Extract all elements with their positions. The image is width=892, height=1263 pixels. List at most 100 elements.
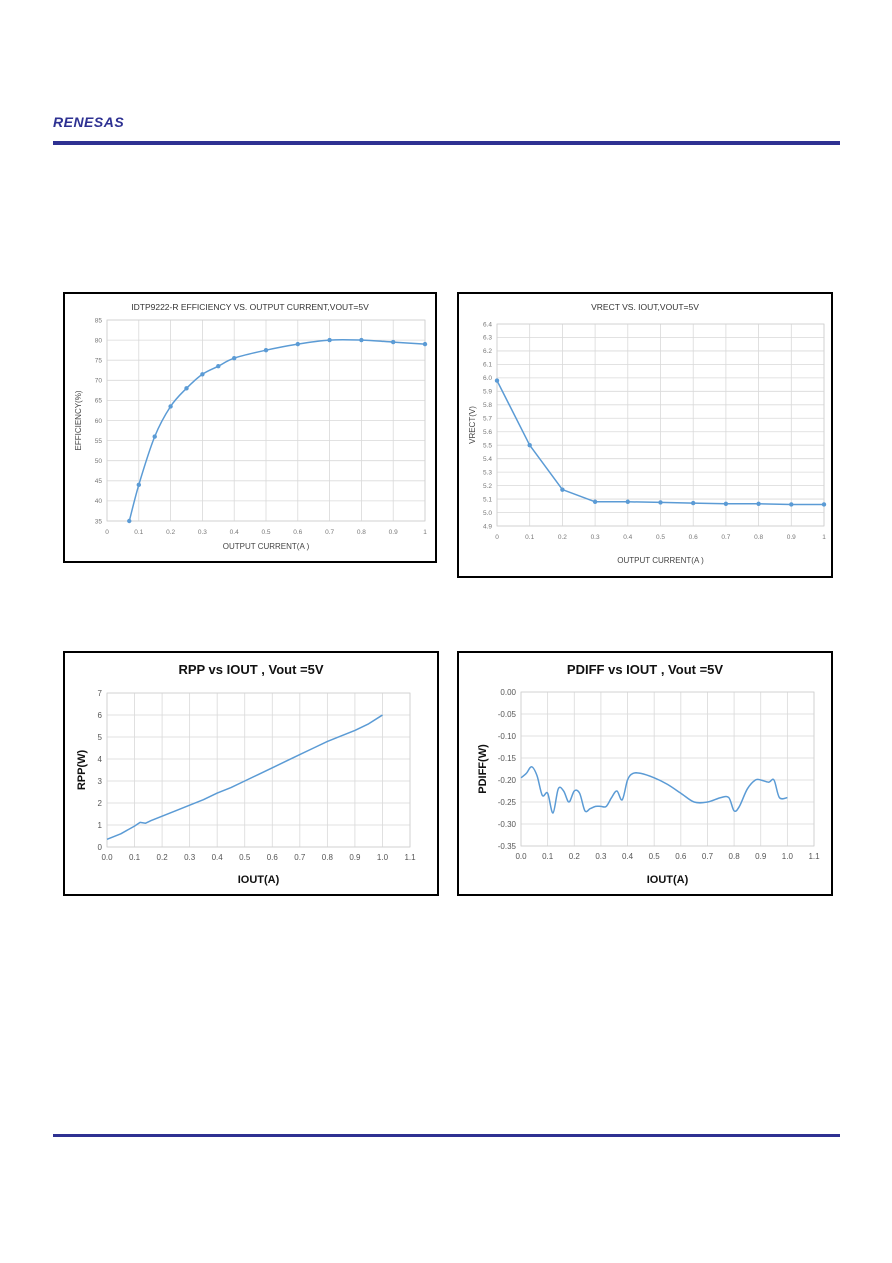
y-tick-label: 75 bbox=[95, 357, 103, 364]
x-tick-label: 0.3 bbox=[184, 853, 196, 862]
x-tick-label: 0.6 bbox=[267, 853, 279, 862]
x-tick-label: 0.5 bbox=[656, 534, 665, 541]
y-tick-label: 5.5 bbox=[483, 442, 492, 449]
y-tick-label: 0 bbox=[98, 843, 103, 852]
data-point bbox=[756, 501, 761, 506]
data-point bbox=[592, 499, 598, 504]
x-tick-label: 0.1 bbox=[525, 534, 534, 541]
series-line bbox=[520, 766, 788, 814]
y-tick-label: 6.1 bbox=[483, 362, 492, 369]
chart-title: VRECT VS. IOUT,VOUT=5V bbox=[591, 302, 699, 312]
chart-1-svg: IDTP9222-R EFFICIENCY VS. OUTPUT CURRENT… bbox=[74, 302, 428, 551]
x-tick-label: 0.6 bbox=[293, 529, 302, 536]
data-point bbox=[136, 482, 141, 488]
y-tick-label: 80 bbox=[95, 337, 103, 344]
x-tick-label: 0.8 bbox=[322, 853, 334, 862]
data-point bbox=[184, 386, 189, 391]
y-tick-label: 5.2 bbox=[483, 483, 492, 490]
x-tick-label: 0.5 bbox=[261, 529, 270, 536]
x-axis-label: IOUT(A) bbox=[238, 874, 280, 886]
x-tick-label: 1.0 bbox=[782, 852, 794, 861]
data-point bbox=[263, 347, 269, 353]
y-tick-label: 60 bbox=[95, 418, 103, 425]
y-tick-label: 4.9 bbox=[483, 523, 492, 530]
x-tick-label: 0.3 bbox=[591, 534, 600, 541]
y-tick-label: 1 bbox=[98, 821, 103, 830]
y-tick-label: 65 bbox=[95, 398, 103, 405]
data-point bbox=[723, 501, 729, 506]
y-tick-label: -0.35 bbox=[498, 842, 517, 851]
pdiff-chart: PDIFF vs IOUT , Vout =5V 0.0 0.1 0.2 0.3 0.4 0… bbox=[457, 651, 833, 896]
y-axis-label: VRECT(V) bbox=[468, 406, 477, 444]
x-tick-label: 0.6 bbox=[675, 852, 687, 861]
x-tick-label: 0.9 bbox=[755, 852, 767, 861]
data-point bbox=[527, 443, 532, 448]
y-tick-label: -0.05 bbox=[498, 710, 517, 719]
x-tick-label: 0.1 bbox=[134, 529, 143, 536]
chart-2-svg: VRECT VS. IOUT,VOUT=5V 0 0.1 0.2 0.3 0.4 0.5 0.… bbox=[468, 302, 827, 565]
y-axis-label: PDIFF(W) bbox=[477, 744, 489, 794]
y-tick-label: 50 bbox=[95, 458, 103, 465]
y-tick-label: -0.15 bbox=[498, 754, 517, 763]
y-tick-label: 6.0 bbox=[483, 375, 492, 382]
x-tick-label: 1 bbox=[423, 529, 427, 536]
chart-4-svg: PDIFF vs IOUT , Vout =5V 0.0 0.1 0.2 0.3 0.4 0… bbox=[477, 662, 820, 886]
x-tick-label: 0.4 bbox=[623, 534, 632, 541]
data-point bbox=[821, 502, 827, 507]
x-tick-label: 0.2 bbox=[558, 534, 567, 541]
chart-3-svg: RPP vs IOUT , Vout =5V 0.0 0.1 0.2 0.3 0.4 0.5… bbox=[76, 662, 416, 886]
data-point bbox=[789, 502, 794, 507]
y-tick-label: 5.7 bbox=[483, 416, 492, 423]
y-tick-label: -0.10 bbox=[498, 732, 517, 741]
y-tick-label: 7 bbox=[98, 689, 103, 698]
x-tick-label: 0.2 bbox=[166, 529, 175, 536]
chart-title: IDTP9222-R EFFICIENCY VS. OUTPUT CURRENT… bbox=[131, 302, 369, 312]
y-tick-label: 6.4 bbox=[483, 321, 492, 328]
data-point bbox=[625, 499, 630, 504]
y-tick-label: 5.4 bbox=[483, 456, 492, 463]
y-tick-label: 2 bbox=[98, 799, 103, 808]
x-tick-label: 0.4 bbox=[212, 853, 224, 862]
y-tick-label: -0.25 bbox=[498, 798, 517, 807]
x-tick-label: 0.8 bbox=[729, 852, 741, 861]
data-point bbox=[494, 378, 500, 383]
y-tick-label: 5.8 bbox=[483, 402, 492, 409]
y-tick-label: 6.3 bbox=[483, 335, 492, 342]
x-tick-label: 0.1 bbox=[542, 852, 554, 861]
y-tick-label: 0.00 bbox=[500, 688, 516, 697]
x-axis-label: IOUT(A) bbox=[647, 874, 689, 886]
y-tick-label: 85 bbox=[95, 317, 103, 324]
efficiency-chart: IDTP9222-R EFFICIENCY VS. OUTPUT CURRENT… bbox=[63, 292, 437, 563]
y-tick-label: -0.30 bbox=[498, 820, 517, 829]
x-tick-label: 1.0 bbox=[377, 853, 389, 862]
data-point bbox=[295, 341, 300, 347]
y-tick-label: 5.6 bbox=[483, 429, 492, 436]
y-tick-label: 35 bbox=[95, 518, 103, 525]
x-tick-label: 0.8 bbox=[754, 534, 763, 541]
x-tick-label: 0.7 bbox=[702, 852, 714, 861]
y-tick-label: 40 bbox=[95, 498, 103, 505]
x-tick-label: 0.7 bbox=[721, 534, 730, 541]
plot-area bbox=[520, 691, 815, 847]
x-tick-label: 0.1 bbox=[129, 853, 141, 862]
x-tick-label: 0.4 bbox=[622, 852, 634, 861]
x-tick-label: 0.0 bbox=[101, 853, 113, 862]
y-tick-label: 70 bbox=[95, 378, 103, 385]
x-tick-label: 0.7 bbox=[325, 529, 334, 536]
x-axis-label: OUTPUT CURRENT(A ) bbox=[617, 556, 704, 565]
data-point bbox=[216, 364, 221, 369]
data-point bbox=[232, 355, 237, 361]
x-tick-label: 0 bbox=[105, 529, 109, 536]
y-tick-label: 3 bbox=[98, 777, 103, 786]
y-tick-label: 5 bbox=[98, 733, 103, 742]
data-point bbox=[422, 341, 428, 347]
x-tick-label: 1.1 bbox=[404, 853, 416, 862]
chart-title: PDIFF vs IOUT , Vout =5V bbox=[567, 662, 723, 677]
x-tick-label: 0.4 bbox=[230, 529, 239, 536]
x-tick-label: 0.9 bbox=[787, 534, 796, 541]
x-tick-label: 0.8 bbox=[357, 529, 366, 536]
y-tick-label: 55 bbox=[95, 438, 103, 445]
x-tick-label: 0.5 bbox=[649, 852, 661, 861]
y-tick-label: 4 bbox=[98, 755, 103, 764]
data-point bbox=[168, 404, 173, 409]
